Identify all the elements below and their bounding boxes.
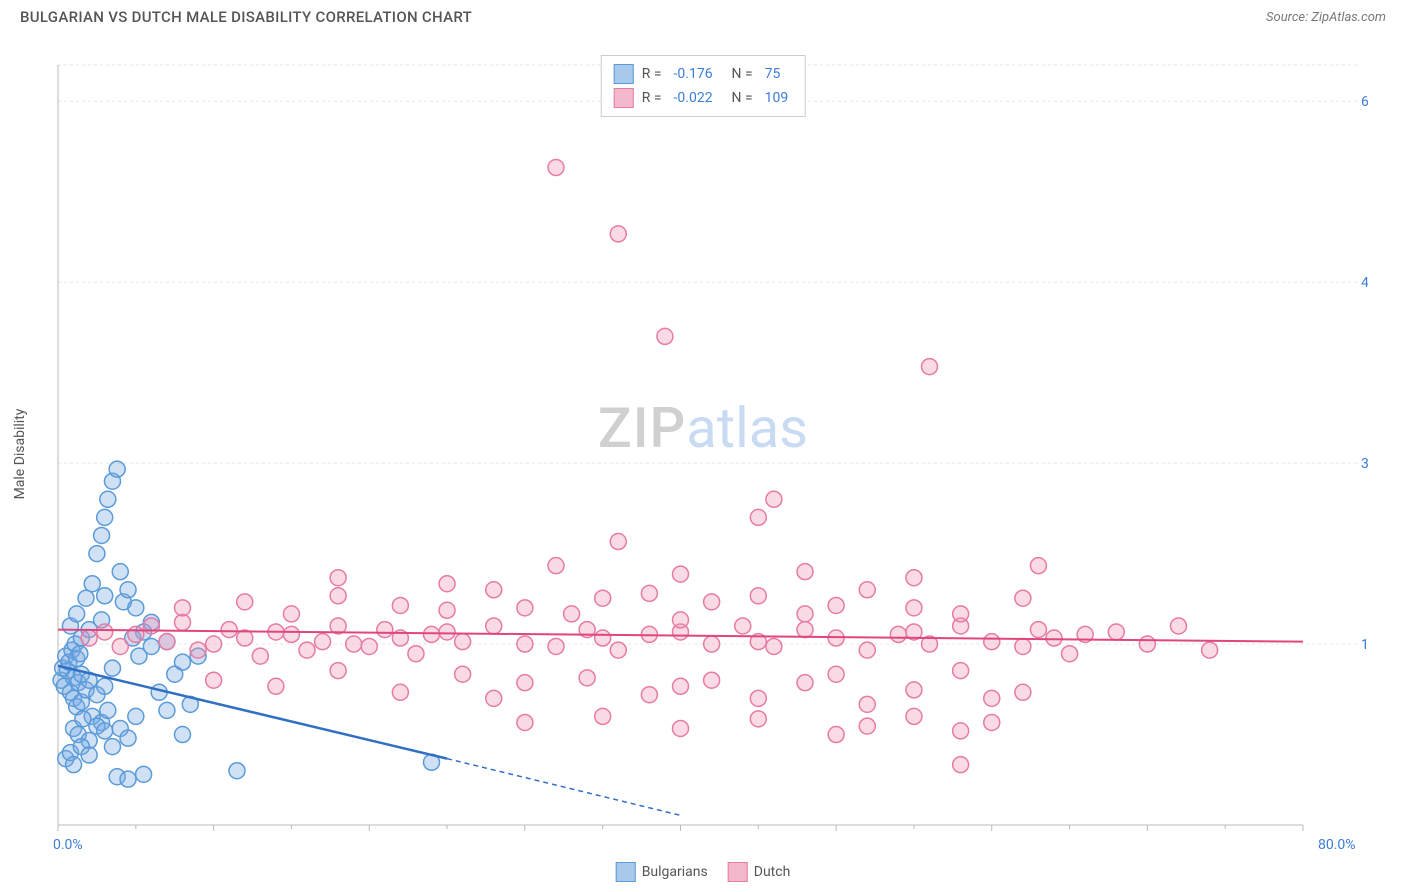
- series-legend: Bulgarians Dutch: [616, 862, 791, 882]
- source-label: Source: ZipAtlas.com: [1266, 10, 1386, 25]
- chart-title: BULGARIAN VS DUTCH MALE DISABILITY CORRE…: [20, 8, 472, 26]
- correlation-legend: R = -0.176 N = 75R = -0.022 N = 109: [601, 55, 806, 117]
- y-axis-label: Male Disability: [12, 409, 28, 500]
- legend-label: Dutch: [754, 864, 791, 880]
- x-axis-max: 80.0%: [1318, 837, 1356, 853]
- x-axis-min: 0.0%: [53, 837, 83, 853]
- svg-text:45.0%: 45.0%: [1361, 275, 1368, 291]
- svg-text:30.0%: 30.0%: [1361, 456, 1368, 472]
- svg-text:60.0%: 60.0%: [1361, 94, 1368, 110]
- legend-label: Bulgarians: [642, 864, 708, 880]
- legend-row: R = -0.176 N = 75: [614, 62, 793, 86]
- legend-item: Dutch: [728, 862, 791, 882]
- legend-swatch: [728, 862, 748, 882]
- legend-row: R = -0.022 N = 109: [614, 86, 793, 110]
- svg-text:15.0%: 15.0%: [1361, 637, 1368, 653]
- scatter-chart: 15.0%30.0%45.0%60.0% 0.0%80.0%: [48, 55, 1368, 835]
- legend-swatch: [614, 64, 634, 84]
- chart-svg: 15.0% 30.0% 45.0% 60.0%: [48, 55, 1368, 835]
- legend-swatch: [616, 862, 636, 882]
- legend-swatch: [614, 88, 634, 108]
- legend-item: Bulgarians: [616, 862, 708, 882]
